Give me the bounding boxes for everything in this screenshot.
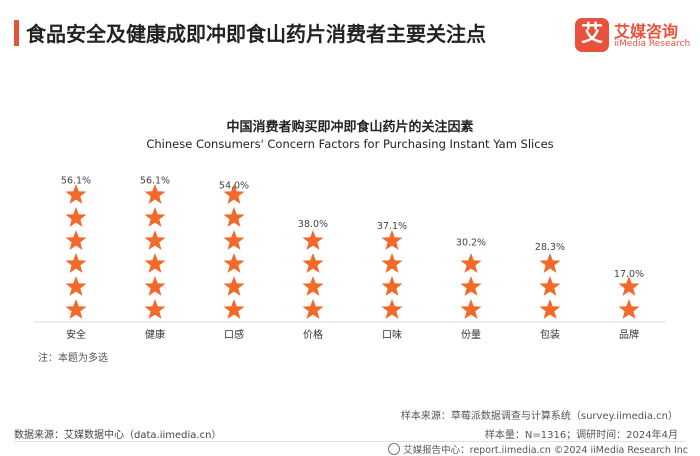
value-label: 38.0%	[298, 219, 328, 230]
value-label: 56.1%	[61, 175, 91, 186]
report-center-icon	[388, 443, 401, 455]
star-mark	[302, 230, 324, 250]
title-accent-bar	[14, 20, 19, 46]
sample-size: 样本量：N=1316；调研时间：2024年4月	[484, 430, 678, 441]
star-mark	[65, 253, 87, 273]
star-mark	[144, 184, 166, 204]
star-mark	[223, 276, 245, 296]
star-mark	[539, 299, 561, 319]
star-mark	[460, 253, 482, 273]
logo-mark-icon: 艾	[575, 18, 609, 52]
star-mark	[144, 207, 166, 227]
footer-text: 艾媒报告中心：report.iimedia.cn ©2024 iiMedia R…	[403, 445, 688, 456]
chart-title: 中国消费者购买即冲即食山药片的关注因素	[226, 120, 474, 135]
star-mark	[460, 299, 482, 319]
star-mark	[223, 230, 245, 250]
value-label: 56.1%	[140, 175, 170, 186]
star-mark	[65, 184, 87, 204]
sample-source: 样本来源：草莓派数据调查与计算系统（survey.iimedia.cn）	[400, 411, 678, 422]
star-mark	[381, 230, 403, 250]
iimedia-logo: 艾 艾媒咨询 iiMedia Research	[575, 18, 693, 54]
logo-text-en: iiMedia Research	[614, 39, 691, 49]
footer: 艾媒报告中心：report.iimedia.cn ©2024 iiMedia R…	[388, 442, 688, 456]
star-mark	[460, 276, 482, 296]
star-mark	[144, 253, 166, 273]
star-mark	[65, 276, 87, 296]
star-mark	[65, 207, 87, 227]
category-label: 健康	[145, 328, 165, 341]
category-label: 品牌	[619, 328, 639, 341]
category-label: 安全	[66, 328, 86, 341]
category-label: 份量	[461, 329, 481, 341]
value-label: 54.0%	[219, 180, 249, 191]
category-label: 口感	[224, 328, 244, 341]
star-mark	[539, 253, 561, 273]
value-label: 30.2%	[456, 238, 486, 249]
footer-divider	[14, 441, 686, 442]
chart-subtitle: Chinese Consumers' Concern Factors for P…	[146, 137, 554, 151]
star-mark	[539, 276, 561, 296]
category-label: 价格	[303, 328, 323, 341]
star-mark	[144, 230, 166, 250]
value-label: 37.1%	[377, 221, 407, 232]
category-label: 口味	[382, 329, 402, 341]
chart-note: 注：本题为多选	[38, 353, 108, 364]
star-mark	[302, 253, 324, 273]
value-label: 28.3%	[535, 242, 565, 253]
star-mark	[223, 184, 245, 204]
star-mark	[144, 276, 166, 296]
star-mark	[302, 299, 324, 319]
value-label: 17.0%	[614, 269, 644, 280]
star-mark	[381, 253, 403, 273]
logo-text-cn: 艾媒咨询	[614, 22, 679, 41]
star-mark	[223, 207, 245, 227]
star-mark	[618, 276, 640, 296]
star-mark	[144, 299, 166, 319]
star-mark	[618, 299, 640, 319]
star-mark	[65, 230, 87, 250]
category-label: 包装	[540, 328, 560, 341]
star-mark	[65, 299, 87, 319]
star-mark	[223, 253, 245, 273]
star-mark	[381, 299, 403, 319]
star-mark	[223, 299, 245, 319]
data-source: 数据来源：艾媒数据中心（data.iimedia.cn）	[14, 430, 222, 441]
star-mark	[381, 276, 403, 296]
star-pictograph-chart: 56.1% 安全 56.1% 健康 54.0% 口感 38.0% 价格 37.1% 口味 30.2%…	[34, 175, 666, 341]
page-title: 食品安全及健康成即冲即食山药片消费者主要关注点	[26, 22, 486, 46]
star-mark	[302, 276, 324, 296]
